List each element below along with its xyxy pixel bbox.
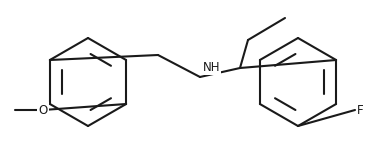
Text: NH: NH <box>203 61 220 74</box>
Text: F: F <box>357 104 363 116</box>
Text: O: O <box>38 104 48 116</box>
